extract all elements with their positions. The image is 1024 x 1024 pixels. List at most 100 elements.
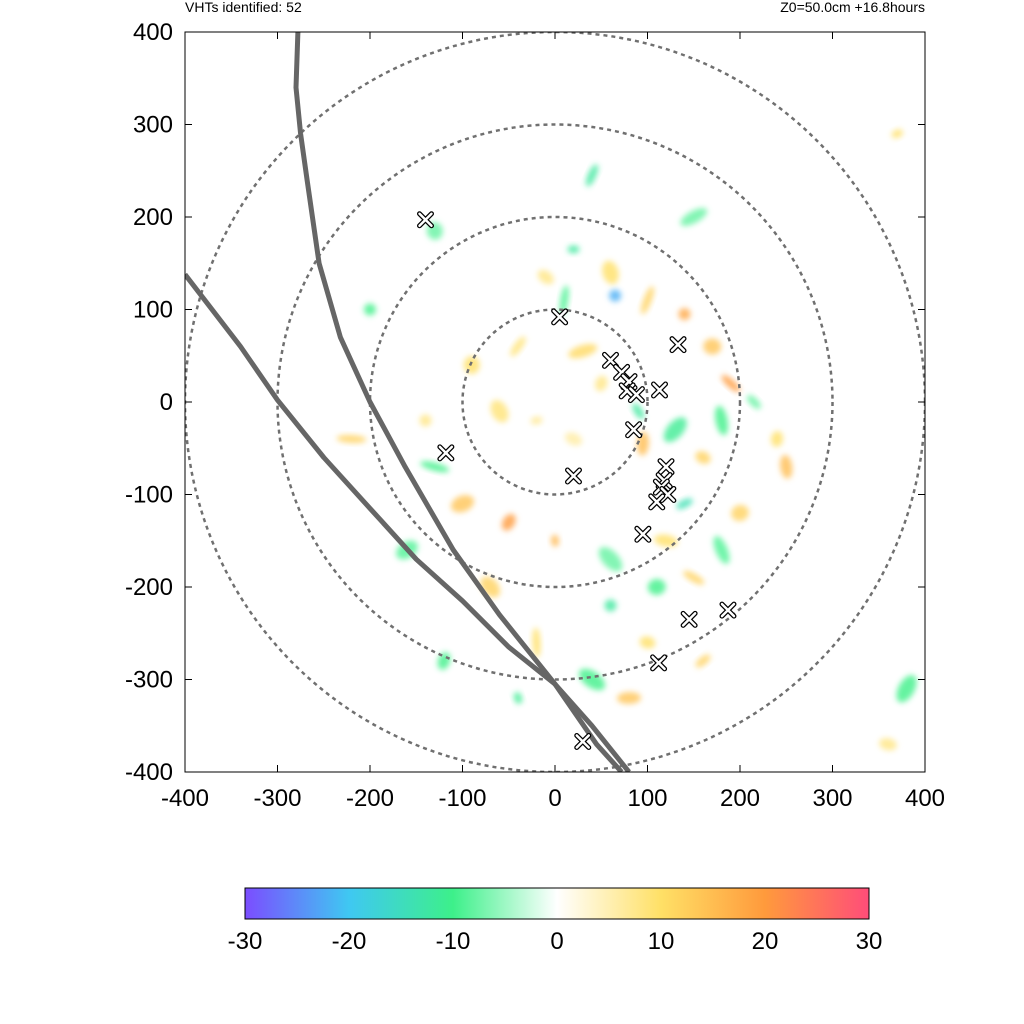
field-feature [559, 285, 569, 316]
field-feature [695, 451, 711, 464]
y-tick-label: 400 [133, 19, 173, 46]
x-axis: -400 -300 -200 -100 0 100 200 300 400 [161, 32, 945, 812]
vht-marker [719, 601, 737, 619]
field-feature [639, 636, 656, 649]
colorbar-tick-label: 10 [648, 928, 675, 955]
field-feature [594, 375, 608, 392]
vht-marker [627, 386, 645, 404]
field-feature [604, 599, 617, 612]
range-ring [368, 215, 742, 589]
vht-marker [417, 211, 434, 229]
field-feature [537, 269, 554, 285]
y-tick-label: -400 [125, 759, 173, 786]
field-feature [585, 164, 599, 187]
field-feature [578, 668, 606, 691]
field-feature [640, 286, 655, 315]
field-feature [879, 738, 897, 751]
y-tick-label: -100 [125, 482, 173, 509]
field-feature [721, 374, 741, 393]
field-feature [663, 417, 687, 443]
field-feature [513, 692, 523, 704]
field-feature [731, 504, 749, 522]
field-feature [780, 454, 793, 479]
field-feature [647, 578, 666, 596]
field-feature [632, 403, 645, 420]
colorbar-gradient [244, 887, 870, 920]
field-feature [550, 534, 560, 547]
field-feature [568, 343, 598, 359]
field-feature [746, 395, 761, 409]
x-tick-label: -200 [346, 785, 394, 812]
y-tick-label: 200 [133, 204, 173, 231]
vht-marker [680, 610, 698, 628]
vht-marker [565, 467, 582, 485]
field-feature [617, 691, 641, 705]
x-tick-label: 200 [720, 785, 760, 812]
field-feature [896, 675, 917, 703]
vht-marker [625, 421, 643, 439]
field-feature [490, 400, 509, 423]
colorbar-tick-label: -30 [228, 928, 263, 955]
field-feature [680, 208, 708, 226]
field-feature [676, 498, 693, 510]
vht-marker [437, 444, 455, 462]
vht-marker [651, 381, 669, 399]
field-feature [683, 570, 705, 585]
y-tick-label: -200 [125, 574, 173, 601]
vht-marker [650, 654, 668, 672]
storm-tracks [185, 32, 631, 772]
field-feature [567, 245, 580, 254]
y-axis: 400 300 200 100 0 -100 -200 -300 -400 [125, 19, 925, 786]
colorbar: -30 -20 -10 0 10 20 30 [228, 887, 883, 955]
field-feature [714, 405, 729, 436]
x-tick-label: -400 [161, 785, 209, 812]
y-tick-label: 300 [133, 112, 173, 139]
y-tick-label: 0 [160, 389, 173, 416]
vht-marker [659, 486, 677, 503]
field-feature [602, 260, 619, 285]
x-tick-label: 300 [812, 785, 852, 812]
plot-area [184, 31, 926, 773]
field-feature [364, 303, 376, 316]
vht-markers [417, 211, 737, 750]
field-feature [703, 338, 722, 355]
colorbar-ticks: -30 -20 -10 0 10 20 30 [228, 928, 883, 955]
field-feature [419, 414, 432, 427]
vht-marker [551, 308, 569, 326]
x-tick-label: 100 [627, 785, 667, 812]
range-ring [276, 123, 834, 681]
field-feature [501, 513, 516, 531]
plot-background [185, 32, 925, 772]
vht-marker [657, 458, 675, 476]
field-feature [450, 495, 475, 513]
time-height-label: Z0=50.0cm +16.8hours [780, 0, 925, 15]
field-feature [532, 627, 541, 658]
vht-marker [648, 493, 666, 511]
field-feature [420, 461, 450, 473]
field-feature [713, 535, 730, 565]
field-feature [564, 432, 583, 446]
field-feature [678, 308, 691, 321]
field-feature [609, 289, 622, 302]
vht-count-label: VHTs identified: 52 [185, 0, 302, 15]
field-feature [510, 336, 526, 357]
vht-marker [669, 336, 687, 354]
field-feature [770, 431, 784, 447]
field-feature [598, 546, 623, 572]
field-feature [336, 434, 367, 444]
vht-marker [634, 525, 652, 543]
colorbar-tick-label: -20 [332, 928, 367, 955]
field-feature [695, 654, 711, 668]
y-tick-label: 100 [133, 297, 173, 324]
x-tick-label: 400 [905, 785, 945, 812]
x-tick-label: -100 [438, 785, 486, 812]
x-tick-label: 0 [548, 785, 561, 812]
storm-track [185, 272, 631, 772]
vht-marker [574, 732, 592, 750]
field-feature [891, 129, 903, 139]
y-tick-label: -300 [125, 667, 173, 694]
field-feature [530, 416, 543, 425]
colorbar-tick-label: 30 [856, 928, 883, 955]
x-tick-label: -300 [253, 785, 301, 812]
